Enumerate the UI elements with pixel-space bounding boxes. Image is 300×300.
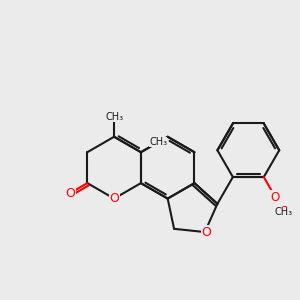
Text: O: O — [65, 187, 75, 200]
Text: CH₃: CH₃ — [149, 137, 167, 147]
Text: O: O — [279, 205, 289, 218]
Text: O: O — [271, 190, 280, 204]
Text: CH₃: CH₃ — [105, 112, 123, 122]
Text: O: O — [201, 226, 211, 238]
Text: CH₃: CH₃ — [275, 207, 293, 217]
Text: O: O — [109, 192, 119, 205]
